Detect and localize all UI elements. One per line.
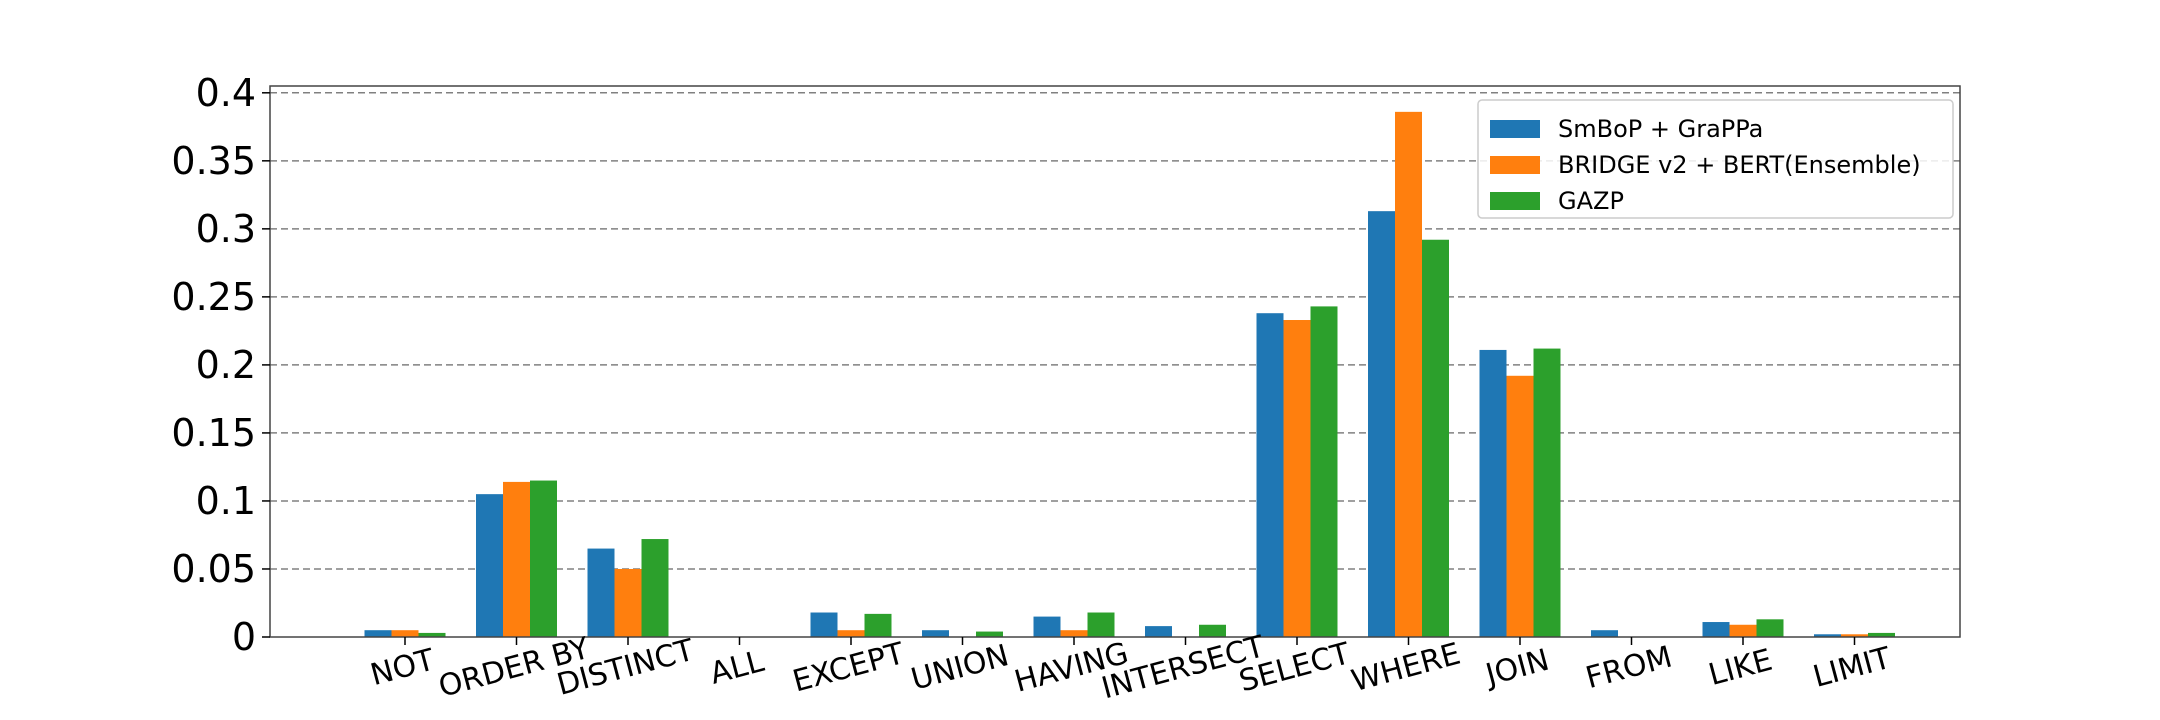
plot-frame	[269, 85, 1961, 638]
legend-swatch	[1490, 120, 1540, 138]
legend-swatch	[1490, 156, 1540, 174]
bar	[1368, 211, 1395, 637]
y-tick-label: 0	[232, 615, 256, 659]
x-tick-label: WHERE	[1348, 637, 1464, 700]
bar	[1310, 306, 1338, 637]
bar	[1506, 375, 1534, 637]
x-tick-label: NOT	[367, 642, 439, 693]
bar	[1283, 320, 1311, 637]
bar	[1422, 239, 1449, 637]
bar	[364, 630, 392, 637]
bar	[641, 539, 669, 637]
y-tick-label: 0.35	[171, 139, 256, 183]
x-tick-label: ALL	[706, 644, 767, 692]
legend-label: GAZP	[1558, 187, 1624, 215]
bar	[1841, 634, 1868, 637]
x-tick-label: FROM	[1582, 640, 1676, 696]
y-tick-label: 0.05	[171, 547, 256, 591]
bar	[476, 494, 503, 637]
bar	[503, 481, 530, 637]
legend-swatch	[1490, 192, 1540, 210]
y-axis-ticks: 0 0.05 0.1 0.15 0.2 0.25 0.3 0.35 0.4	[171, 71, 270, 659]
bar	[1868, 632, 1895, 637]
x-tick-label: LIKE	[1705, 643, 1776, 693]
bar	[1033, 616, 1061, 637]
bar	[837, 630, 865, 637]
bar	[418, 632, 446, 637]
bar	[922, 630, 949, 637]
bar	[864, 613, 892, 637]
bars	[364, 111, 1895, 638]
bar	[976, 631, 1003, 637]
x-tick-label: JOIN	[1480, 643, 1553, 694]
bar	[1145, 626, 1172, 637]
bar	[530, 480, 557, 637]
bar	[810, 612, 838, 637]
bar	[1395, 111, 1422, 638]
x-tick-label: UNION	[908, 638, 1013, 698]
bar	[1591, 630, 1618, 637]
bar	[587, 548, 615, 637]
bar	[1087, 612, 1115, 637]
y-tick-label: 0.2	[196, 343, 256, 387]
legend-box	[1477, 99, 1954, 219]
bar	[1199, 624, 1226, 637]
bar	[614, 568, 642, 637]
y-tick-label: 0.1	[196, 479, 256, 523]
bar	[1729, 624, 1757, 637]
bar	[1756, 619, 1784, 637]
bar	[1256, 313, 1284, 637]
y-tick-label: 0.15	[171, 411, 256, 455]
bar	[1479, 349, 1507, 637]
bar	[1702, 622, 1730, 637]
y-tick-label: 0.25	[171, 275, 256, 319]
legend-label: BRIDGE v2 + BERT(Ensemble)	[1558, 151, 1921, 179]
bar	[1814, 634, 1841, 637]
x-tick-label: EXCEPT	[789, 636, 908, 699]
y-tick-label: 0.3	[196, 207, 256, 251]
y-tick-label: 0.4	[196, 71, 256, 115]
legend: SmBoP + GraPPa BRIDGE v2 + BERT(Ensemble)…	[1477, 99, 1954, 219]
bar	[1533, 348, 1561, 637]
bar	[1060, 630, 1088, 637]
x-tick-label: LIMIT	[1810, 641, 1896, 695]
legend-label: SmBoP + GraPPa	[1558, 115, 1763, 143]
bar	[391, 630, 419, 637]
